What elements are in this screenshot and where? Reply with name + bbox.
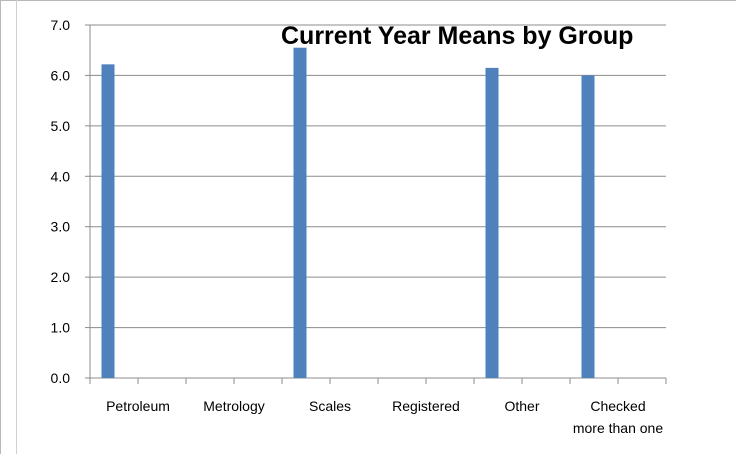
y-tick-label: 1.0 [51,320,71,336]
chart-title: Current Year Means by Group [281,22,634,50]
x-category-label: Checked [590,398,645,414]
bar [581,75,595,378]
bar [101,64,115,378]
y-tick-label: 6.0 [51,67,71,83]
x-category-label: Metrology [203,398,264,414]
frame-divider [16,0,17,454]
x-category-label: Registered [392,398,460,414]
x-category-label: Other [504,398,539,414]
y-tick-label: 4.0 [51,168,71,184]
y-tick-label: 2.0 [51,269,71,285]
bar [293,47,307,378]
y-tick-label: 3.0 [51,219,71,235]
x-category-label: Scales [309,398,351,414]
y-tick-label: 5.0 [51,118,71,134]
y-tick-label: 0.0 [51,370,71,386]
bar [485,67,499,378]
x-category-label: more than one [573,420,663,436]
y-tick-label: 7.0 [51,17,71,33]
x-category-label: Petroleum [106,398,170,414]
